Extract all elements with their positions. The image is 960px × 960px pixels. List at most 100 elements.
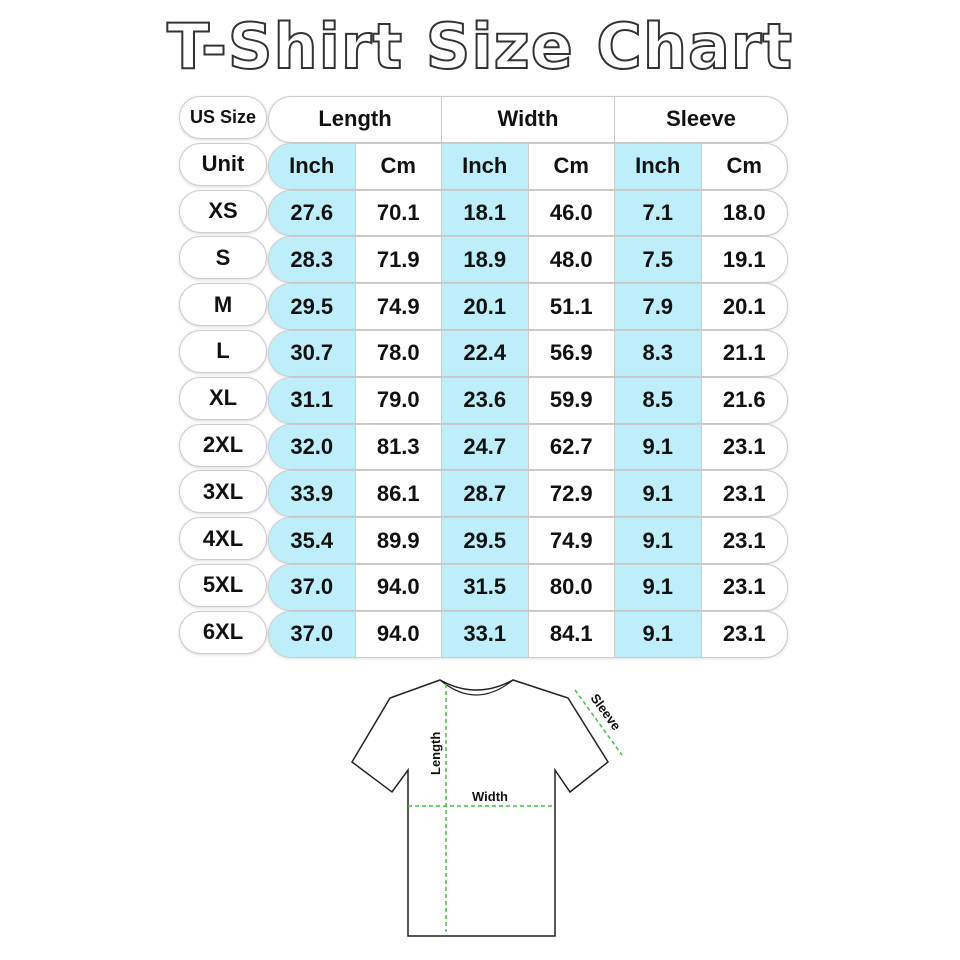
value-cell: 21.1 [722,340,766,366]
value-cell: 71.9 [356,237,442,283]
value-cell: 94.0 [356,611,442,657]
page-title: T-Shirt Size Chart [166,9,794,84]
value-cell: 79.0 [356,377,442,423]
value-cell: 8.3 [615,330,702,376]
size-label: 5XL [179,563,267,607]
size-label: 2XL [179,423,267,467]
group-length: Length [269,97,442,142]
value-cell: 23.1 [722,480,766,506]
value-cell: 9.1 [615,564,702,610]
value-cell: 80.0 [529,564,615,610]
table-row: 27.6 70.1 18.1 46.0 7.1 18.0 [268,189,788,237]
value-cell: 84.1 [529,611,615,657]
value-cell: 7.1 [615,190,702,236]
table-row: 33.9 86.1 28.7 72.9 9.1 23.1 [268,470,788,518]
value-cell: 28.7 [442,471,529,517]
group-width: Width [442,97,615,142]
value-cell: 94.0 [356,564,442,610]
value-cell: 24.7 [442,424,529,470]
value-cell: 59.9 [529,377,615,423]
value-cell: 19.1 [722,246,766,272]
value-cell: 35.4 [269,518,356,563]
value-cell: 74.9 [529,518,615,563]
value-cell: 74.9 [356,284,442,329]
value-cell: 23.1 [722,574,766,600]
value-cell: 9.1 [615,424,702,470]
value-cell: 46.0 [529,190,615,236]
value-cell: 21.6 [722,387,766,413]
unit-cell: Inch [269,143,356,189]
value-cell: 89.9 [356,518,442,563]
value-cell: 48.0 [529,237,615,283]
value-cell: 22.4 [442,330,529,376]
size-table: Length Width Sleeve Inch Cm Inch Cm Inch… [268,96,788,658]
unit-header: Unit [179,142,267,186]
width-label: Width [472,789,508,804]
neckline [439,679,514,696]
value-cell: 28.3 [269,237,356,283]
value-cell: 29.5 [442,518,529,563]
value-cell: 18.9 [442,237,529,283]
value-cell: 72.9 [529,471,615,517]
size-label: 3XL [179,470,267,514]
value-cell: 7.5 [615,237,702,283]
unit-header-row: Inch Cm Inch Cm Inch Cm [268,142,788,190]
group-header-row: Length Width Sleeve [268,96,788,143]
table-row: 29.5 74.9 20.1 51.1 7.9 20.1 [268,283,788,330]
value-cell: 31.5 [442,564,529,610]
value-cell: 18.0 [722,199,766,225]
value-cell: 20.1 [442,284,529,329]
length-label: Length [428,732,443,775]
table-row: 28.3 71.9 18.9 48.0 7.5 19.1 [268,236,788,284]
unit-cell: Cm [529,143,615,189]
value-cell: 30.7 [269,330,356,376]
value-cell: 23.6 [442,377,529,423]
value-cell: 81.3 [356,424,442,470]
value-cell: 51.1 [529,284,615,329]
value-cell: 23.1 [722,433,766,459]
table-row: 35.4 89.9 29.5 74.9 9.1 23.1 [268,517,788,564]
value-cell: 37.0 [269,564,356,610]
size-column: US Size Unit XS S M L XL 2XL 3XL 4XL 5XL 6XL [179,96,267,658]
value-cell: 9.1 [615,518,702,563]
table-row: 37.0 94.0 31.5 80.0 9.1 23.1 [268,563,788,611]
sleeve-arrow [574,689,623,756]
value-cell: 9.1 [615,611,702,657]
unit-cell: Cm [726,153,762,179]
value-cell: 86.1 [356,471,442,517]
value-cell: 27.6 [269,190,356,236]
size-label: M [179,283,267,327]
value-cell: 62.7 [529,424,615,470]
tshirt-outline [351,679,609,937]
value-cell: 33.9 [269,471,356,517]
sleeve-label: Sleeve [588,691,624,733]
value-cell: 8.5 [615,377,702,423]
value-cell: 9.1 [615,471,702,517]
unit-cell: Inch [615,143,702,189]
value-cell: 78.0 [356,330,442,376]
table-row: 37.0 94.0 33.1 84.1 9.1 23.1 [268,610,788,658]
size-label: S [179,236,267,280]
size-label: 6XL [179,610,267,654]
unit-cell: Cm [356,143,442,189]
value-cell: 23.1 [722,527,766,553]
size-label: XS [179,189,267,233]
value-cell: 70.1 [356,190,442,236]
value-cell: 37.0 [269,611,356,657]
value-cell: 31.1 [269,377,356,423]
table-row: 30.7 78.0 22.4 56.9 8.3 21.1 [268,329,788,377]
group-sleeve: Sleeve [666,106,736,132]
value-cell: 32.0 [269,424,356,470]
value-cell: 29.5 [269,284,356,329]
table-row: 32.0 81.3 24.7 62.7 9.1 23.1 [268,423,788,471]
table-row: 31.1 79.0 23.6 59.9 8.5 21.6 [268,376,788,424]
value-cell: 56.9 [529,330,615,376]
size-label: XL [179,376,267,420]
value-cell: 33.1 [442,611,529,657]
size-label: L [179,329,267,373]
tshirt-diagram: Length Width Sleeve [351,679,624,937]
value-cell: 20.1 [722,293,766,319]
value-cell: 7.9 [615,284,702,329]
size-label: 4XL [179,517,267,561]
unit-cell: Inch [442,143,529,189]
